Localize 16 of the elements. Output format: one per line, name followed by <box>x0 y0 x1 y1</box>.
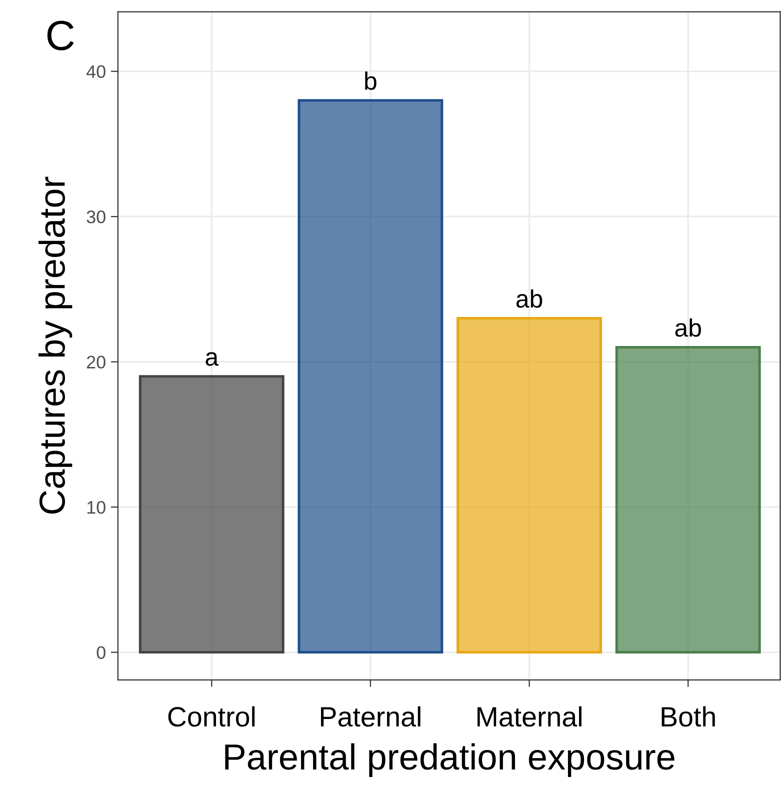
annotation: ab <box>675 318 701 337</box>
y-tick-label: 0 <box>96 646 106 660</box>
x-axis-title: Parental predation exposure <box>225 743 674 777</box>
annotation: b <box>365 72 376 90</box>
annotation: a <box>206 352 219 366</box>
x-tick-label: Maternal <box>478 706 582 727</box>
x-tick-label: Control <box>168 706 255 727</box>
x-tick-label: Paternal <box>321 706 420 727</box>
y-tick-label: 40 <box>86 65 106 78</box>
y-tick-label: 20 <box>86 356 106 369</box>
y-tick-label: 30 <box>86 210 106 224</box>
y-axis-title: Captures by predator <box>38 176 72 514</box>
annotation: ab <box>516 289 542 308</box>
text: C <box>47 20 74 50</box>
y-tick-label: 10 <box>87 500 106 514</box>
x-tick-label: Both <box>662 706 715 727</box>
